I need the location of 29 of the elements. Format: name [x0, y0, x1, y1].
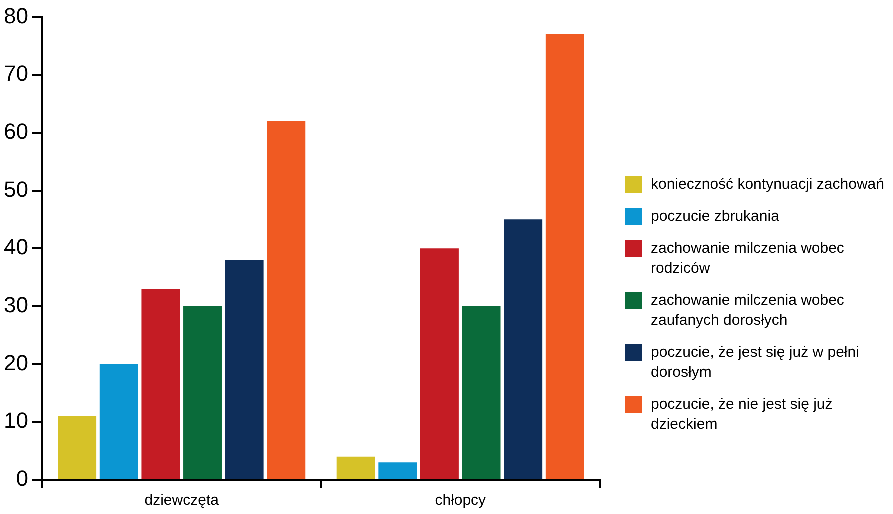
bar — [378, 462, 418, 479]
y-tick-label: 30 — [4, 292, 28, 318]
bar — [546, 34, 584, 479]
bar — [142, 289, 180, 479]
bar — [336, 456, 376, 479]
bar — [504, 220, 543, 479]
bar — [58, 416, 97, 479]
legend-label: poczucie zbrukania — [651, 207, 780, 227]
y-tick-label: 80 — [4, 3, 28, 28]
bar — [225, 260, 264, 479]
legend-label: konieczność kontynuacji zachowań — [651, 175, 884, 195]
bar — [420, 248, 459, 479]
bar — [267, 121, 306, 479]
legend-label: poczucie, że nie jest się już dzieckiem — [651, 395, 834, 435]
y-tick-label: 0 — [16, 466, 28, 492]
y-tick-label: 50 — [4, 176, 28, 202]
y-tick-label: 40 — [4, 234, 28, 260]
legend-label: zachowanie milczenia wobec zaufanych dorosłych — [651, 291, 846, 331]
legend-label: zachowanie milczenia wobec rodziców — [651, 239, 846, 279]
bar — [462, 306, 501, 479]
bar — [184, 306, 222, 479]
x-tick-label: dziewczęta — [144, 492, 220, 510]
y-tick-label: 10 — [4, 408, 28, 434]
legend-label: poczucie, że jest się już w pełni dorosłym — [651, 343, 860, 383]
y-tick-label: 70 — [4, 61, 28, 86]
x-tick-label: chłopcy — [435, 492, 487, 510]
y-tick-label: 20 — [4, 350, 28, 376]
bar — [100, 364, 138, 479]
y-tick-label: 60 — [4, 118, 28, 144]
